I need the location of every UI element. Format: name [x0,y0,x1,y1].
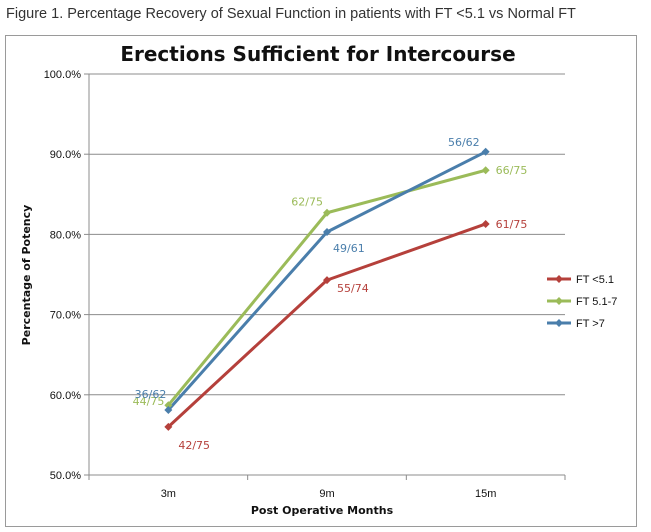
data-point-marker [481,147,490,156]
y-tick-label: 60.0% [50,390,81,402]
legend-marker [555,319,563,327]
x-tick-labels: 3m 9m 15m [161,488,497,500]
y-tick-label: 90.0% [50,149,81,161]
data-label: 49/61 [333,242,365,255]
data-point-marker [323,208,331,217]
data-labels: 42/75 55/74 61/75 44/75 62/75 66/75 36/62 49/61… [133,136,528,452]
x-axis-label: Post Operative Months [251,504,394,517]
data-label: 36/62 [135,388,167,401]
chart-frame [5,35,637,527]
data-point-marker [323,227,331,236]
figure-caption: Figure 1. Percentage Recovery of Sexual … [6,6,576,22]
legend: FT <5.1 FT 5.1-7 FT >7 [547,274,617,330]
data-point-marker [481,219,490,228]
gridlines [84,73,565,476]
legend-label: FT 5.1-7 [576,296,617,308]
data-label: 56/62 [448,136,480,149]
y-tick-label: 70.0% [50,310,81,322]
axes [88,74,566,480]
y-tick-label: 80.0% [50,229,81,241]
y-tick-label: 50.0% [50,470,81,482]
data-label: 66/75 [496,164,528,177]
data-label: 42/75 [178,439,210,452]
y-axis-label: Percentage of Potency [20,205,33,346]
data-label: 62/75 [291,196,323,209]
series-lines [164,147,490,431]
data-point-marker [481,166,490,175]
x-tick-label: 3m [161,488,176,500]
y-tick-label: 100.0% [44,69,82,81]
chart-title: Erections Sufficient for Intercourse [120,42,515,66]
legend-marker [555,275,563,283]
data-label: 61/75 [496,218,528,231]
data-point-marker [164,401,173,410]
legend-label: FT <5.1 [576,274,614,286]
y-tick-labels: 50.0% 60.0% 70.0% 80.0% 90.0% 100.0% [44,69,82,482]
legend-marker [555,297,563,305]
series-line [167,222,487,428]
data-point-marker [323,276,331,285]
data-point-marker [164,422,173,431]
x-tick-label: 9m [319,488,334,500]
data-label: 44/75 [133,395,165,408]
data-label: 55/74 [337,282,369,295]
legend-label: FT >7 [576,318,605,330]
x-tick-label: 15m [475,488,496,500]
data-point-marker [164,406,173,415]
series-line [167,168,487,407]
